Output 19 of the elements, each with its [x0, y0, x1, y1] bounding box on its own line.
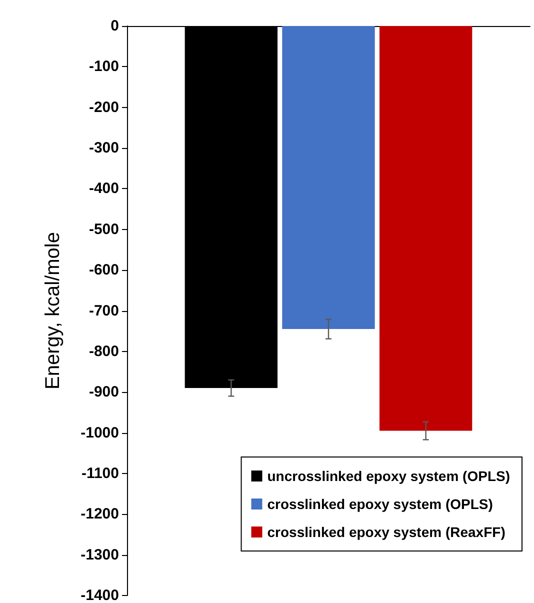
legend-label: crosslinked epoxy system (OPLS) — [267, 496, 493, 512]
legend-label: crosslinked epoxy system (ReaxFF) — [267, 524, 506, 540]
y-tick-label: -200 — [88, 98, 119, 116]
y-tick-label: -500 — [88, 220, 119, 238]
y-tick-label: -400 — [88, 180, 119, 198]
y-tick-label: -800 — [88, 342, 119, 360]
y-tick-label: -700 — [88, 302, 119, 320]
y-tick-label: -1200 — [80, 506, 119, 523]
y-tick-label: -300 — [88, 140, 119, 157]
y-tick-label: 0 — [110, 18, 119, 34]
y-tick-label: -1000 — [80, 424, 119, 442]
legend-label: uncrosslinked epoxy system (OPLS) — [267, 468, 510, 484]
y-tick-label: -600 — [88, 262, 119, 279]
y-tick-label: -1300 — [80, 546, 119, 564]
y-tick-label: -900 — [88, 384, 119, 401]
y-tick-label: -100 — [88, 58, 119, 76]
y-axis-title: Energy, kcal/mole — [42, 232, 64, 390]
y-tick-label: -1100 — [81, 464, 119, 482]
y-tick-label: -1400 — [80, 587, 119, 603]
